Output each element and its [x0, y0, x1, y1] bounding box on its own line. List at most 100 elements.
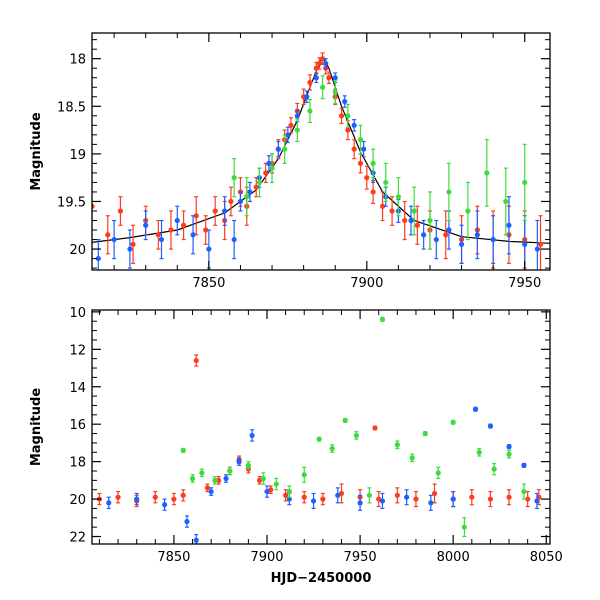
data-series	[231, 75, 528, 250]
data-point	[323, 60, 329, 67]
data-point	[204, 485, 211, 491]
data-point	[245, 462, 251, 468]
data-point	[263, 170, 269, 176]
data-point	[168, 227, 174, 233]
data-point	[338, 113, 345, 119]
data-series	[106, 406, 540, 544]
x-tick-label: 7950	[508, 276, 541, 291]
data-point	[370, 160, 376, 166]
data-point	[458, 241, 465, 247]
data-point	[105, 232, 111, 238]
data-point	[130, 241, 136, 247]
data-point	[319, 56, 326, 62]
data-point	[189, 475, 196, 482]
data-point	[465, 208, 471, 214]
y-tick-label: 20	[69, 493, 86, 508]
y-tick-label: 10	[69, 306, 86, 321]
data-point	[534, 498, 540, 504]
data-point	[503, 198, 509, 205]
data-point	[487, 496, 494, 502]
data-point	[421, 232, 427, 238]
data-point	[525, 496, 531, 502]
y-tick-label: 19	[69, 148, 86, 163]
data-point	[253, 184, 259, 190]
data-point	[266, 160, 272, 166]
data-point	[237, 198, 244, 205]
data-point	[353, 432, 359, 439]
data-point	[127, 246, 133, 252]
model-curve	[92, 55, 550, 244]
bottom-panel: 7850 7900 7950 8000 8050 10 12 14 16 18 20 22 Magnit…	[29, 306, 563, 586]
data-point	[231, 175, 237, 181]
data-point	[342, 417, 348, 424]
data-point	[288, 122, 294, 128]
y-tick-label: 14	[69, 381, 86, 396]
x-tick-label: 7850	[157, 550, 190, 565]
data-point	[212, 477, 218, 483]
data-point	[379, 498, 386, 504]
data-point	[361, 146, 367, 152]
data-point	[134, 496, 140, 502]
data-point	[345, 127, 351, 133]
data-point	[402, 217, 408, 224]
data-point	[332, 89, 338, 95]
data-point	[244, 194, 250, 200]
y-tick-label: 12	[69, 343, 86, 358]
data-point	[294, 113, 300, 119]
y-tick-label: 19.5	[57, 195, 86, 210]
data-point	[264, 488, 270, 495]
data-point	[222, 208, 228, 214]
data-point	[285, 132, 291, 138]
data-point	[351, 122, 357, 128]
plot-frame	[91, 309, 551, 545]
data-point	[216, 477, 222, 483]
data-point	[152, 494, 158, 500]
data-point	[435, 470, 441, 476]
data-point	[106, 500, 112, 506]
data-point	[408, 217, 414, 224]
data-point	[249, 432, 255, 439]
data-point	[247, 189, 253, 195]
data-point	[260, 475, 266, 482]
data-point	[506, 222, 512, 228]
data-point	[313, 75, 319, 81]
data-point	[472, 406, 479, 412]
data-point	[155, 232, 161, 238]
data-point	[413, 496, 419, 502]
data-point	[394, 492, 400, 498]
data-point	[301, 472, 307, 478]
data-point	[174, 217, 180, 224]
data-point	[446, 227, 452, 233]
data-point	[345, 113, 351, 119]
data-point	[490, 236, 496, 243]
plot-frame	[91, 32, 551, 271]
data-point	[236, 459, 242, 465]
x-tick-label: 7950	[344, 550, 377, 565]
data-point	[506, 451, 512, 457]
data-series	[96, 354, 542, 508]
data-point	[190, 232, 196, 238]
data-point	[427, 217, 433, 224]
data-point	[319, 84, 326, 90]
plot-area	[96, 316, 542, 544]
data-point	[273, 481, 279, 487]
data-point	[522, 179, 528, 186]
data-point	[193, 213, 199, 219]
data-point	[433, 236, 439, 243]
data-point	[394, 442, 400, 448]
data-point	[329, 445, 335, 452]
data-point	[313, 65, 319, 71]
data-point	[283, 492, 289, 498]
data-point	[534, 246, 540, 252]
data-point	[115, 494, 121, 500]
data-point	[203, 227, 209, 233]
data-point	[326, 75, 332, 81]
data-point	[286, 488, 292, 495]
data-point	[180, 492, 186, 498]
y-tick-label: 20	[69, 243, 86, 258]
data-point	[95, 255, 101, 262]
data-point	[307, 108, 313, 114]
data-point	[506, 494, 512, 500]
x-tick-label: 7900	[250, 550, 283, 565]
data-point	[304, 94, 310, 100]
